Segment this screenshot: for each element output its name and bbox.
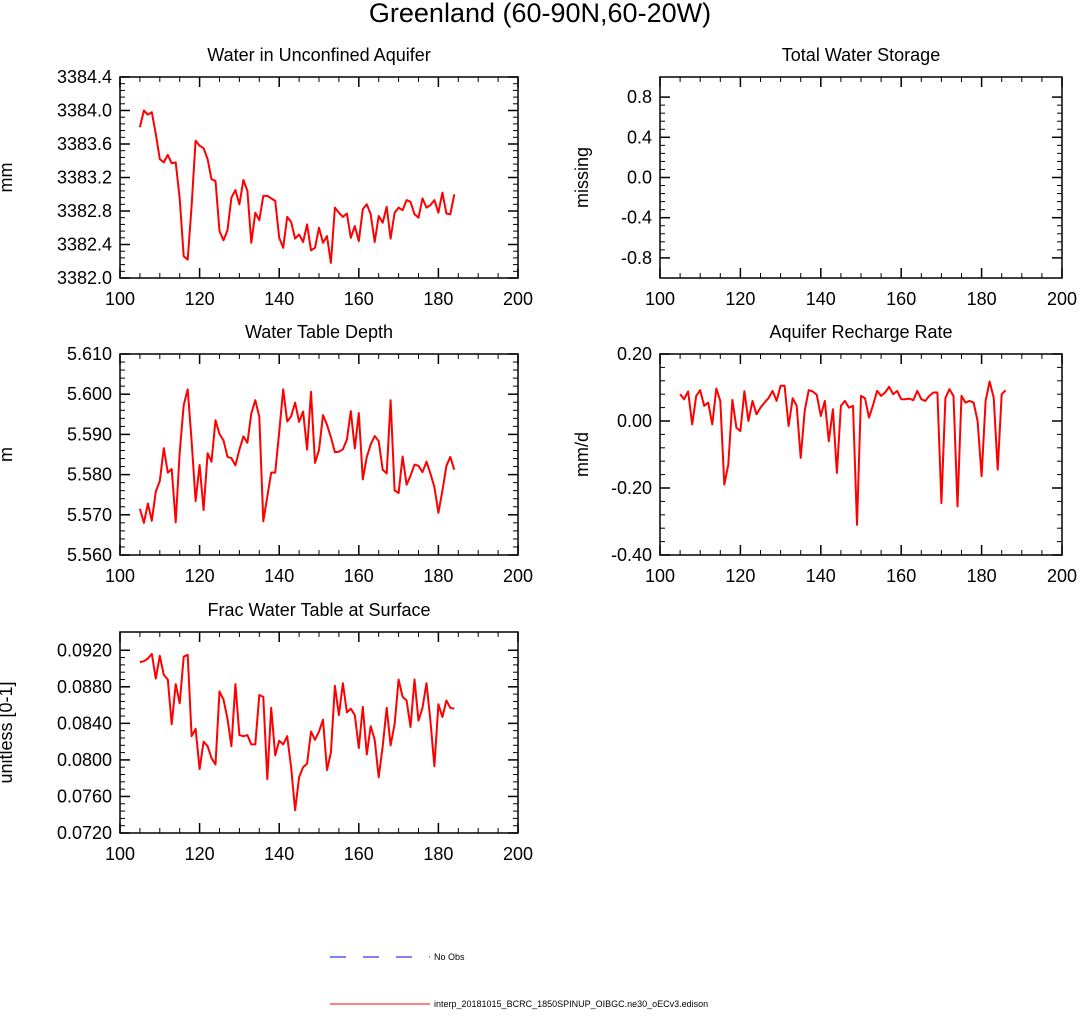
- y-axis-label: mm: [0, 163, 16, 193]
- x-tick-label: 100: [645, 566, 675, 586]
- x-tick-label: 140: [806, 566, 836, 586]
- x-tick-label: 140: [264, 566, 294, 586]
- y-tick-label: 0.0920: [57, 640, 112, 660]
- y-tick-label: -0.20: [611, 478, 652, 498]
- y-tick-label: 0.0800: [57, 750, 112, 770]
- y-tick-label: 5.600: [67, 384, 112, 404]
- y-tick-label: 3383.2: [57, 168, 112, 188]
- x-tick-label: 100: [105, 289, 135, 309]
- y-tick-label: 0.0720: [57, 823, 112, 843]
- y-tick-label: 5.610: [67, 344, 112, 364]
- y-tick-label: 0.0760: [57, 786, 112, 806]
- x-tick-label: 180: [423, 566, 453, 586]
- x-tick-label: 180: [967, 289, 997, 309]
- panel-title: Total Water Storage: [782, 45, 940, 65]
- y-tick-label: 0.4: [627, 127, 652, 147]
- y-tick-label: -0.4: [621, 208, 652, 228]
- x-tick-label: 180: [423, 844, 453, 864]
- y-tick-label: 0.0880: [57, 677, 112, 697]
- legend: No Obs interp_20181015_BCRC_1850SPINUP_OI…: [330, 952, 708, 1009]
- x-tick-label: 160: [886, 566, 916, 586]
- x-tick-label: 160: [344, 289, 374, 309]
- y-tick-label: 0.0840: [57, 713, 112, 733]
- y-tick-label: 3384.0: [57, 101, 112, 121]
- y-tick-label: 5.590: [67, 424, 112, 444]
- x-tick-label: 180: [423, 289, 453, 309]
- figure-title: Greenland (60-90N,60-20W): [369, 0, 711, 28]
- series-line: [679, 380, 1007, 526]
- series-line: [138, 388, 456, 524]
- y-tick-label: 3382.4: [57, 235, 112, 255]
- x-tick-label: 200: [503, 844, 533, 864]
- panel-title: Frac Water Table at Surface: [207, 600, 430, 620]
- x-tick-label: 200: [503, 566, 533, 586]
- x-tick-label: 200: [1047, 566, 1077, 586]
- plot-frame: [119, 631, 519, 834]
- y-tick-label: 0.20: [617, 344, 652, 364]
- x-tick-label: 120: [185, 844, 215, 864]
- x-tick-label: 140: [806, 289, 836, 309]
- y-tick-label: 3383.6: [57, 134, 112, 154]
- y-axis-label: missing: [572, 147, 592, 208]
- x-tick-label: 100: [105, 566, 135, 586]
- plot-frame: [659, 76, 1063, 279]
- panel-title: Aquifer Recharge Rate: [769, 322, 952, 342]
- y-tick-label: 0.8: [627, 87, 652, 107]
- x-tick-label: 100: [645, 289, 675, 309]
- y-tick-label: 3382.8: [57, 201, 112, 221]
- y-tick-label: 5.570: [67, 505, 112, 525]
- x-tick-label: 140: [264, 844, 294, 864]
- series-line: [138, 109, 456, 264]
- panels: Water in Unconfined Aquifer mm 100 120 140 16…: [0, 45, 1077, 864]
- x-tick-label: 120: [185, 289, 215, 309]
- panel-title: Water in Unconfined Aquifer: [207, 45, 430, 65]
- y-tick-label: 0.00: [617, 411, 652, 431]
- x-tick-label: 100: [105, 844, 135, 864]
- series-line: [139, 652, 455, 812]
- plot-frame: [119, 353, 519, 556]
- panel-4: Aquifer Recharge Rate mm/d 100 120 140 160 180…: [572, 322, 1077, 586]
- plot-frame: [119, 76, 519, 279]
- x-tick-label: 120: [725, 566, 755, 586]
- x-tick-label: 120: [185, 566, 215, 586]
- y-tick-label: 5.560: [67, 545, 112, 565]
- y-axis-label: unitless [0-1]: [0, 681, 16, 783]
- y-tick-label: 5.580: [67, 465, 112, 485]
- y-tick-label: -0.8: [621, 248, 652, 268]
- panel-1: Water in Unconfined Aquifer mm 100 120 140 16…: [0, 45, 533, 309]
- x-tick-label: 180: [967, 566, 997, 586]
- x-tick-label: 140: [264, 289, 294, 309]
- legend-label: No Obs: [434, 952, 465, 962]
- x-tick-label: 200: [503, 289, 533, 309]
- plot-frame: [659, 353, 1063, 556]
- y-tick-label: 3384.4: [57, 67, 112, 87]
- x-tick-label: 160: [344, 844, 374, 864]
- y-axis-label: m: [0, 447, 16, 462]
- x-tick-label: 200: [1047, 289, 1077, 309]
- panel-2: Total Water Storage missing 100 120 140 160 18…: [572, 45, 1077, 309]
- y-tick-label: 3382.0: [57, 268, 112, 288]
- panel-title: Water Table Depth: [245, 322, 393, 342]
- panel-3: Water Table Depth m 100 120 140 160 180 200 5.56…: [0, 322, 533, 586]
- x-tick-label: 120: [725, 289, 755, 309]
- x-tick-label: 160: [886, 289, 916, 309]
- x-tick-label: 160: [344, 566, 374, 586]
- y-tick-label: 0.0: [627, 168, 652, 188]
- panel-5: Frac Water Table at Surface unitless [0-1…: [0, 600, 533, 864]
- y-axis-label: mm/d: [572, 432, 592, 477]
- legend-label: interp_20181015_BCRC_1850SPINUP_OIBGC.ne…: [434, 999, 708, 1009]
- y-tick-label: -0.40: [611, 545, 652, 565]
